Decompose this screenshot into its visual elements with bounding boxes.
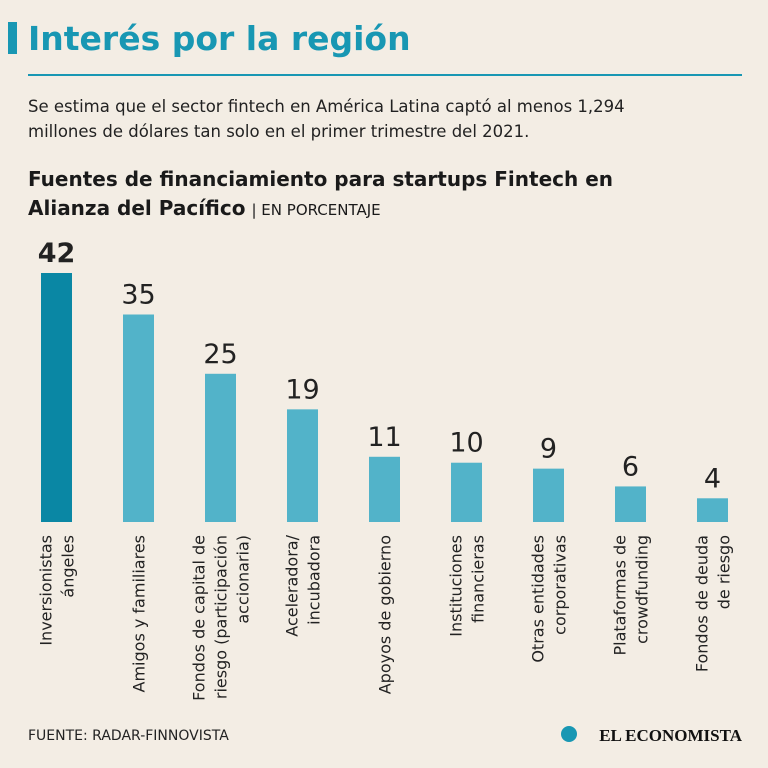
category-label-line: Fondos de capital de [190,535,209,701]
chart-title: Fuentes de financiamiento para startups … [28,167,613,191]
category-label-line: crowdfunding [633,535,652,644]
category-label: Apoyos de gobierno [376,535,395,694]
value-label: 35 [121,280,155,311]
bar [533,468,564,522]
plot: 42 Inversionistas ángeles 35 Amigos y famili… [37,238,734,701]
bar [205,373,236,522]
category-label-line: financieras [469,535,488,623]
category-label: Fondos de deuda de riesgo [693,535,734,672]
bar [451,462,482,522]
value-label: 9 [540,434,557,465]
unit-note: | EN PORCENTAJE [251,201,380,219]
bar [123,314,154,522]
bar [369,456,400,522]
brand-logo [561,726,577,742]
category-label: Otras entidades corporativas [529,535,570,663]
category-label: Instituciones financieras [447,535,488,637]
value-label: 25 [203,339,237,370]
brand: EL ECONOMISTA [599,726,743,745]
chart-title-part: Alianza del Pacífico [28,196,245,220]
bar [615,486,646,522]
category-label-line: accionaria) [234,535,253,624]
value-label: 4 [704,463,721,494]
category-label-line: Fondos de deuda [693,535,712,672]
title-accent [8,22,17,54]
value-label: 42 [38,238,76,269]
category-label: Aceleradora/incubadora [283,534,324,636]
category-label: Amigos y familiares [130,535,149,692]
page-title: Interés por la región [28,19,411,58]
value-label: 6 [622,451,639,482]
category-label-line: Plataformas de [611,535,630,656]
chart-title: Alianza del Pacífico | EN PORCENTAJE [28,196,381,220]
category-label-line: Inversionistas [37,535,56,646]
value-label: 11 [367,422,401,453]
category-label-line: riesgo (participación [212,535,231,699]
value-label: 10 [449,428,483,459]
category-label: Plataformas de crowdfunding [611,535,652,656]
category-label-line: de riesgo [715,535,734,609]
category-label: Fondos de capital de riesgo (participació… [190,535,253,701]
category-label-line: corporativas [551,535,570,635]
category-label-line: Amigos y familiares [130,535,149,692]
category-label-line: incubadora [305,535,324,625]
category-label: Inversionistas ángeles [37,535,78,646]
bar [287,409,318,522]
subtitle: millones de dólares tan solo en el prime… [28,122,529,141]
category-label-line: Aceleradora/ [283,534,302,636]
source: FUENTE: RADAR-FINNOVISTA [28,728,229,744]
bar [41,273,72,522]
category-label-line: Otras entidades [529,535,548,663]
category-label-line: Apoyos de gobierno [376,535,395,694]
subtitle: Se estima que el sector fintech en Améri… [28,97,625,116]
category-label-line: ángeles [59,535,78,598]
bar [697,498,728,522]
value-label: 19 [285,374,319,405]
category-label-line: Instituciones [447,535,466,637]
